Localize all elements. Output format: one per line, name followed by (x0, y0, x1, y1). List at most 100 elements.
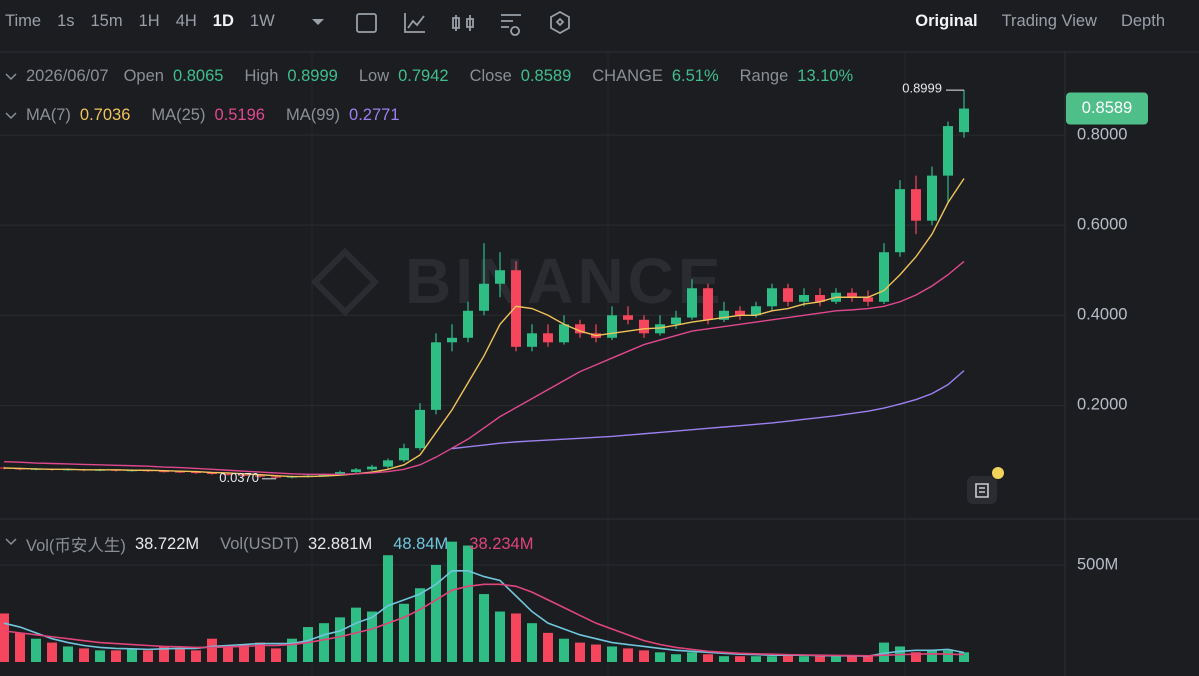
interval-button[interactable]: 1D (212, 12, 234, 30)
candle-body (495, 270, 505, 284)
candle-body (799, 295, 809, 302)
ma-line (3, 178, 965, 478)
volume-bar (735, 656, 745, 662)
collapse-icon[interactable] (5, 112, 17, 120)
watermark-logo (310, 247, 380, 317)
ohlc-legend: 2026/06/07 Open 0.8065 High 0.8999 Low 0.7942… (26, 67, 865, 86)
volume-bar (431, 564, 441, 662)
interval-button[interactable]: 15m (90, 12, 123, 30)
y-tick-label: 0.2000 (1077, 396, 1127, 414)
volume-bar (191, 650, 201, 662)
volume-bar (655, 652, 665, 662)
volume-bar (255, 642, 265, 662)
candle-body (447, 337, 457, 343)
volume-bar (383, 555, 393, 662)
dropdown-icon[interactable] (312, 19, 324, 25)
volume-bar (239, 644, 249, 662)
volume-bar (767, 656, 777, 662)
volume-bar (335, 617, 345, 662)
legend-value: 0.2771 (349, 106, 400, 124)
volume-bar (639, 650, 649, 662)
legend-value: 0.7036 (79, 106, 131, 124)
volume-bar (543, 632, 553, 662)
volume-bar (687, 652, 697, 662)
layers-icon[interactable] (550, 10, 570, 35)
volume-bar (783, 654, 793, 662)
legend-label: MA(99) (285, 106, 341, 124)
volume-bar (367, 611, 377, 662)
volume-bar (751, 656, 761, 662)
candle-body (383, 460, 393, 467)
candle-body (175, 471, 185, 473)
volume-bar (399, 603, 409, 662)
volume-bar (447, 541, 457, 662)
calendar-icon[interactable] (356, 13, 377, 33)
candle-body (239, 474, 249, 476)
candle-body (703, 288, 713, 320)
candle-body (943, 126, 953, 176)
legend-label: MA(25) (151, 106, 206, 124)
candle-body (719, 310, 729, 320)
volume-bar (271, 648, 281, 662)
legend-label: Close (469, 67, 512, 85)
candle-body (191, 472, 201, 474)
y-tick-label: 500M (1077, 555, 1118, 573)
candle-icon[interactable] (452, 15, 474, 31)
candle-body (735, 310, 745, 316)
volume-bar (319, 623, 329, 662)
view-tab[interactable]: Depth (1120, 12, 1165, 30)
volume-bar (943, 650, 953, 662)
volume-legend: Vol(币安人生) 38.722M Vol(USDT) 32.881M 48.84M 38… (26, 532, 545, 556)
volume-bar (15, 632, 25, 662)
view-tab[interactable]: Trading View (1001, 12, 1097, 30)
candle-body (607, 315, 617, 338)
notes-button[interactable] (967, 467, 1004, 504)
candle-body (223, 473, 233, 475)
candle-body (255, 475, 265, 477)
candle-body (767, 288, 777, 307)
volume-bar (223, 646, 233, 662)
collapse-icon[interactable] (5, 538, 17, 546)
candle-body (927, 175, 937, 221)
settings-icon[interactable] (501, 14, 521, 36)
candle-body (463, 310, 473, 338)
interval-button[interactable]: Time (5, 12, 42, 30)
volume-bar (591, 644, 601, 662)
candle-body (623, 315, 633, 320)
interval-button[interactable]: 1H (138, 12, 160, 30)
interval-button[interactable]: 4H (175, 12, 197, 30)
interval-button[interactable]: 1s (57, 12, 75, 30)
legend-value: 13.10% (797, 67, 854, 85)
volume-bar (0, 613, 9, 662)
candle-body (815, 295, 825, 302)
volume-bar (415, 588, 425, 662)
legend-label: Open (123, 67, 164, 85)
legend-value: 32.881M (308, 534, 373, 553)
legend-value: 6.51% (671, 67, 719, 85)
view-tab[interactable]: Original (915, 12, 978, 30)
candle-body (527, 333, 537, 347)
candle-body (655, 324, 665, 334)
indicator-icon[interactable] (404, 13, 425, 33)
candle-body (751, 306, 761, 316)
legend-label: Low (358, 67, 390, 85)
legend-value: 0.5196 (214, 106, 265, 124)
candle-body (415, 409, 425, 449)
volume-bar (863, 656, 873, 662)
collapse-icon[interactable] (5, 73, 17, 81)
volume-bar (303, 627, 313, 662)
volume-bar (847, 656, 857, 662)
candle-body (847, 292, 857, 298)
candle-body (575, 324, 585, 334)
volume-bar (95, 650, 105, 662)
candle-body (783, 288, 793, 302)
volume-bar (111, 650, 121, 662)
candle-body (687, 288, 697, 318)
interval-button[interactable]: 1W (249, 12, 275, 30)
candle-body (207, 472, 217, 474)
candle-body (543, 333, 553, 343)
candle-body (559, 324, 569, 343)
volume-bar (287, 638, 297, 662)
y-tick-label: 0.4000 (1077, 306, 1127, 324)
